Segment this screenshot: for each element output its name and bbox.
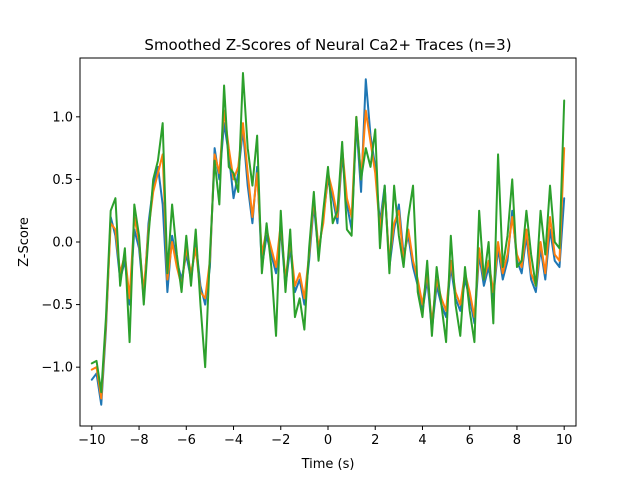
y-tick-label: −0.5 (41, 298, 73, 313)
x-tick-label: −4 (224, 433, 243, 448)
x-tick-label: 2 (371, 433, 379, 448)
x-tick-label: 4 (418, 433, 426, 448)
x-tick-label: 6 (466, 433, 474, 448)
x-axis-label: Time (s) (301, 457, 355, 472)
x-tick-label: −8 (129, 433, 148, 448)
chart-title: Smoothed Z-Scores of Neural Ca2+ Traces … (144, 36, 511, 54)
y-axis: −1.0 −0.5 0.0 0.5 1.0 (41, 110, 80, 376)
y-tick-label: −1.0 (41, 361, 73, 376)
x-axis: −10 −8 −6 −4 −2 0 2 4 6 8 10 (78, 426, 572, 448)
series-group (90, 72, 566, 406)
x-tick-label: −10 (78, 433, 105, 448)
y-tick-label: 0.5 (52, 173, 73, 188)
y-tick-label: 1.0 (52, 110, 73, 125)
series-3-line (90, 72, 566, 394)
x-tick-label: 10 (556, 433, 573, 448)
x-tick-label: −2 (271, 433, 290, 448)
x-tick-label: 8 (513, 433, 521, 448)
y-tick-label: 0.0 (52, 236, 73, 251)
x-tick-label: 0 (324, 433, 332, 448)
plot-area (80, 58, 576, 426)
x-tick-label: −6 (177, 433, 196, 448)
y-axis-label: Z-Score (17, 217, 32, 267)
